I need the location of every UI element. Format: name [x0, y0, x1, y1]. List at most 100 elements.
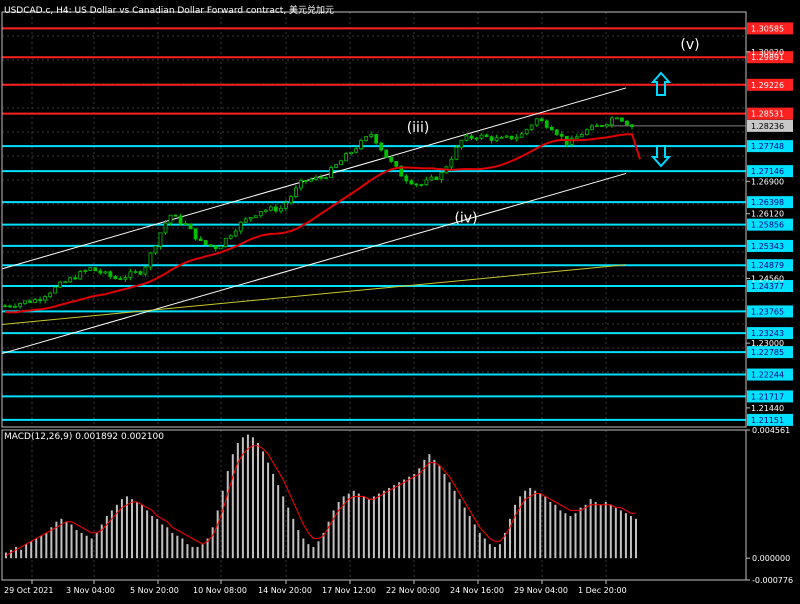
macd-histogram-bar [317, 541, 320, 559]
wave-labels: (iii) (iv) (v) [407, 37, 700, 226]
macd-histogram-bar [272, 473, 275, 559]
trend-channel[interactable] [1, 87, 627, 355]
candle-body [379, 142, 384, 151]
chart-title: USDCAD.c, H4: US Dollar vs Canadian Doll… [4, 6, 335, 16]
support-level-label-box [747, 327, 793, 340]
time-tick-label: 22 Nov 00:00 [386, 586, 440, 595]
candle-body [504, 135, 509, 138]
candle-body [48, 292, 53, 298]
support-level-label: 1.23765 [751, 307, 784, 316]
candle-body [449, 158, 454, 168]
price-axis[interactable]: 1.30020 1.26900 1.26120 1.24560 1.23000 1.214… [746, 48, 793, 585]
macd-histogram-bar [418, 468, 421, 559]
macd-histogram-bar [277, 485, 280, 559]
macd-histogram-bar [383, 490, 385, 559]
macd-signal-line [5, 445, 636, 556]
candle-body [198, 238, 203, 241]
macd-histogram-bar [262, 451, 265, 559]
candle-body [83, 270, 88, 272]
support-level-label: 1.24879 [751, 261, 784, 270]
candle-body [88, 267, 93, 271]
time-tick-label: 24 Nov 16:00 [450, 586, 504, 595]
macd-histogram-bar [115, 504, 118, 559]
macd-histogram-bar [201, 544, 204, 559]
support-level-label: 1.23243 [751, 329, 784, 338]
wave-label-text: (v) [680, 37, 699, 53]
candle-body [53, 286, 58, 294]
time-tick-label: 1 Dec 20:00 [578, 586, 627, 595]
candle-body [625, 120, 629, 126]
candle-body [168, 214, 173, 224]
support-level-label-box [747, 413, 793, 426]
candle-body [163, 222, 168, 234]
macd-histogram-bar [20, 549, 23, 559]
resistance-level-label-box [747, 78, 793, 91]
candle-body [514, 136, 519, 140]
resistance-level-label-box [747, 22, 793, 35]
macd-histogram-bar [564, 513, 567, 559]
time-axis[interactable]: 29 Oct 2021 3 Nov 04:00 5 Nov 20:00 10 Nov … [4, 580, 627, 595]
macd-histogram-bar [498, 544, 501, 559]
grid-lines [2, 12, 746, 580]
macd-histogram-bar [120, 499, 123, 559]
macd-histogram-bar [181, 538, 184, 559]
macd-histogram-bar [15, 546, 18, 559]
candle-body [28, 300, 32, 303]
candle-body [474, 137, 479, 140]
candle-body [208, 244, 213, 247]
horizontal-levels[interactable]: 1.30585 1.29891 1.29226 1.28531 1.27748 1.271… [2, 22, 793, 426]
candle-body [499, 136, 504, 139]
support-level-label: 1.27748 [751, 142, 784, 151]
candle-body [133, 271, 138, 273]
macd-histogram-bar [559, 510, 562, 559]
macd-histogram-bar [388, 487, 391, 559]
macd-histogram-bar [408, 476, 411, 559]
macd-histogram-bar [131, 499, 133, 559]
candle-body [620, 117, 624, 122]
candle-body [434, 176, 439, 181]
macd-histogram-bar [236, 442, 239, 559]
candle-body [584, 129, 589, 135]
price-tick-label: 1.26120 [751, 210, 784, 219]
support-level-label-box [747, 390, 793, 403]
macd-histogram-bar [337, 501, 340, 559]
macd-histogram-bar [614, 507, 617, 559]
macd-histogram-bar [443, 473, 446, 559]
candle-body [424, 179, 429, 186]
candle-body [13, 305, 17, 308]
candle-body [138, 271, 143, 275]
candle-body [173, 214, 178, 217]
candle-body [98, 270, 103, 274]
macd-histogram-bar [302, 538, 305, 559]
resistance-level-label: 1.28531 [751, 110, 784, 119]
macd-histogram-bar [136, 501, 139, 559]
macd-histogram-bar [514, 504, 517, 559]
macd-histogram-bar [529, 487, 532, 559]
candle-body [228, 235, 233, 239]
macd-histogram-bar [35, 538, 38, 559]
candle-body [519, 133, 524, 138]
candle-body [469, 135, 474, 139]
candle-body [78, 271, 83, 280]
time-tick-label: 10 Nov 08:00 [193, 586, 247, 595]
candle-body [384, 149, 389, 158]
slow-ma-line [1, 264, 627, 325]
candle-body [615, 117, 619, 120]
macd-histogram-bar [357, 493, 360, 559]
macd-histogram-bar [45, 532, 48, 559]
candle-body [183, 223, 188, 225]
macd-histogram-bar [463, 507, 466, 559]
macd-histogram-bar [75, 530, 78, 559]
support-level-label-box [747, 259, 793, 272]
macd-histogram-bar [206, 538, 209, 559]
support-level-label: 1.24377 [751, 282, 784, 291]
support-level-label-box [747, 165, 793, 178]
macd-histogram-bar [216, 510, 219, 559]
candle-body [238, 221, 243, 232]
candle-body [454, 146, 459, 160]
candle-body [439, 172, 444, 181]
candle-body [178, 215, 183, 224]
candle-body [404, 175, 409, 182]
